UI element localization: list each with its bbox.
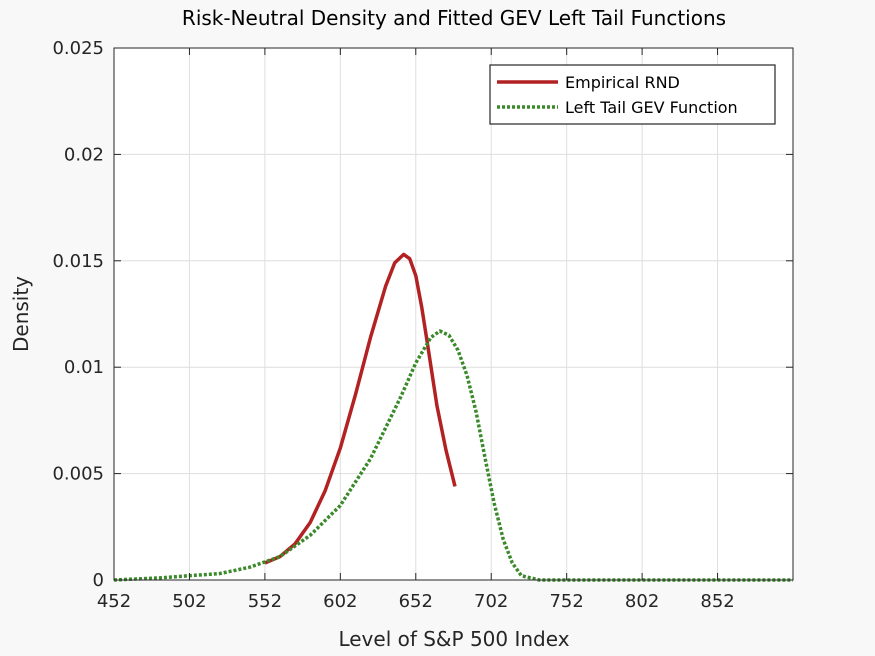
chart-title: Risk-Neutral Density and Fitted GEV Left… <box>182 6 726 30</box>
y-axis-title: Density <box>9 276 33 352</box>
legend: Empirical RND Left Tail GEV Function <box>489 64 776 125</box>
x-tick-label: 852 <box>700 591 734 612</box>
legend-label-left-tail-gev: Left Tail GEV Function <box>565 98 738 117</box>
y-tick-label: 0.005 <box>52 464 104 485</box>
series-line-0 <box>264 252 457 565</box>
legend-box <box>489 64 776 125</box>
plot-background <box>114 48 793 580</box>
x-tick-label: 702 <box>474 591 508 612</box>
x-axis-title: Level of S&P 500 Index <box>338 627 569 651</box>
legend-label-empirical-rnd: Empirical RND <box>565 73 680 92</box>
y-tick-label: 0 <box>93 570 104 591</box>
y-tick-label: 0.02 <box>64 144 104 165</box>
x-tick-label: 802 <box>625 591 659 612</box>
y-tick-label: 0.01 <box>64 357 104 378</box>
x-tick-label: 752 <box>549 591 583 612</box>
y-tick-label: 0.015 <box>52 251 104 272</box>
x-tick-label: 502 <box>172 591 206 612</box>
y-tick-label: 0.025 <box>52 38 104 59</box>
x-tick-label: 552 <box>248 591 282 612</box>
x-tick-label: 602 <box>323 591 357 612</box>
x-tick-label: 652 <box>399 591 433 612</box>
axes-box <box>113 47 794 581</box>
x-tick-label: 452 <box>97 591 131 612</box>
